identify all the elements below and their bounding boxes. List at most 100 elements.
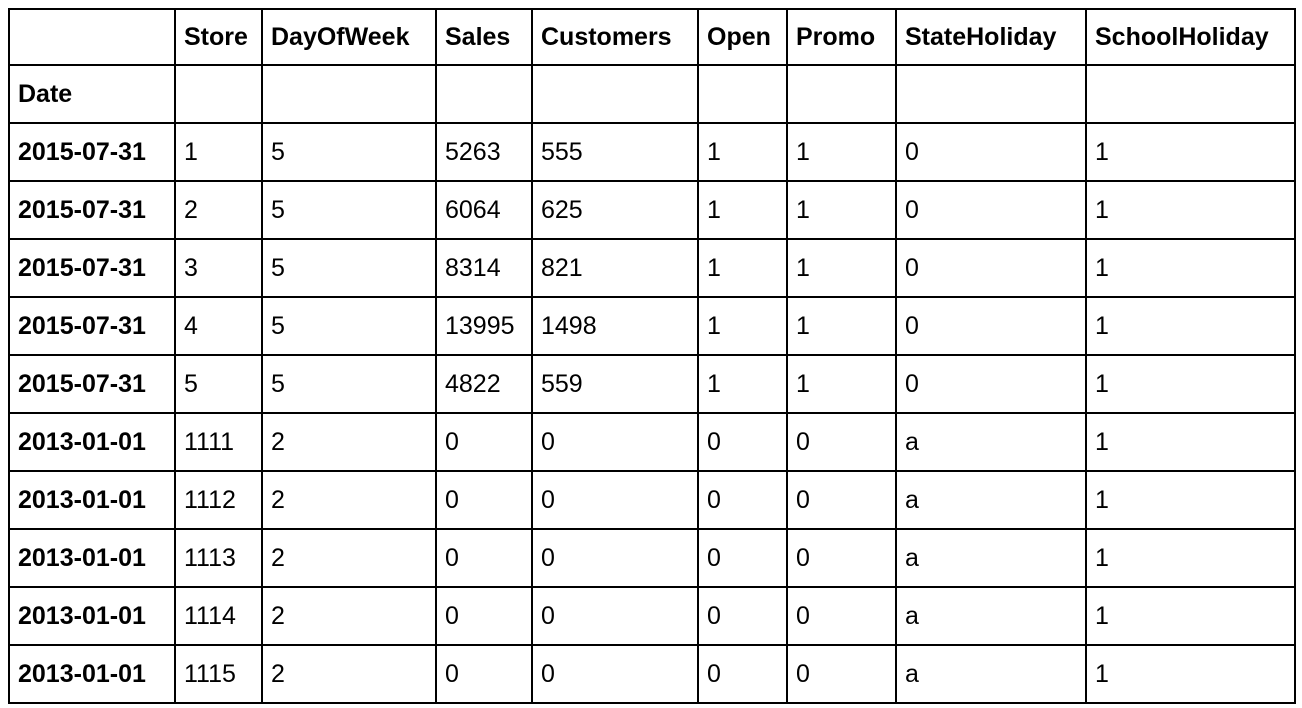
column-header: Store — [174, 8, 263, 66]
table-cell: 5 — [261, 296, 437, 356]
table-cell: 1 — [786, 238, 897, 298]
index-name-row: Date — [8, 64, 1296, 124]
table-cell: 0 — [697, 412, 788, 472]
table-cell: 0 — [895, 122, 1087, 182]
table-cell: 1113 — [174, 528, 263, 588]
table-cell: 0 — [786, 412, 897, 472]
table-cell: 5 — [261, 354, 437, 414]
table-cell: 0 — [895, 238, 1087, 298]
row-index-label: 2015-07-31 — [8, 296, 176, 356]
empty-cell — [895, 64, 1087, 124]
table-cell: a — [895, 470, 1087, 530]
table-cell: 1 — [697, 296, 788, 356]
row-index-label: 2013-01-01 — [8, 586, 176, 646]
table-cell: 0 — [435, 586, 533, 646]
table-cell: 2 — [261, 528, 437, 588]
table-cell: 0 — [697, 470, 788, 530]
row-index-label: 2015-07-31 — [8, 122, 176, 182]
table-cell: 1 — [697, 122, 788, 182]
table-row: 2013-01-01 1113 2 0 0 0 0 a 1 — [8, 528, 1296, 588]
table-cell: 1114 — [174, 586, 263, 646]
table-cell: 1 — [1085, 238, 1296, 298]
table-cell: 555 — [531, 122, 699, 182]
row-index-label: 2015-07-31 — [8, 238, 176, 298]
table-cell: a — [895, 644, 1087, 704]
table-cell: 0 — [697, 586, 788, 646]
table-cell: 0 — [435, 528, 533, 588]
table-body: 2015-07-31 1 5 5263 555 1 1 0 1 2015-07-31 2 5 6064 6… — [8, 122, 1296, 704]
column-header: Sales — [435, 8, 533, 66]
table-cell: 0 — [786, 586, 897, 646]
table-cell: 0 — [786, 528, 897, 588]
table-cell: a — [895, 412, 1087, 472]
table-cell: 1 — [786, 122, 897, 182]
table-cell: 2 — [174, 180, 263, 240]
table-row: 2013-01-01 1114 2 0 0 0 0 a 1 — [8, 586, 1296, 646]
table-cell: 0 — [531, 412, 699, 472]
row-index-label: 2013-01-01 — [8, 470, 176, 530]
dataframe-table: Store DayOfWeek Sales Customers Open Pro… — [8, 8, 1296, 704]
table-cell: 0 — [697, 644, 788, 704]
table-cell: 1498 — [531, 296, 699, 356]
table-cell: 2 — [261, 412, 437, 472]
table-cell: 5263 — [435, 122, 533, 182]
table-cell: 3 — [174, 238, 263, 298]
table-cell: 0 — [895, 180, 1087, 240]
empty-cell — [1085, 64, 1296, 124]
table-cell: 0 — [531, 470, 699, 530]
row-index-label: 2015-07-31 — [8, 354, 176, 414]
table-cell: 1 — [1085, 122, 1296, 182]
table-cell: 1 — [1085, 412, 1296, 472]
table-cell: 0 — [435, 644, 533, 704]
table-cell: 4822 — [435, 354, 533, 414]
table-cell: 0 — [786, 644, 897, 704]
column-header: SchoolHoliday — [1085, 8, 1296, 66]
table-cell: 1 — [786, 354, 897, 414]
table-cell: 625 — [531, 180, 699, 240]
table-cell: 5 — [261, 238, 437, 298]
table-cell: 821 — [531, 238, 699, 298]
table-cell: 1 — [697, 354, 788, 414]
table-cell: 1 — [697, 180, 788, 240]
table-cell: 8314 — [435, 238, 533, 298]
table-cell: 4 — [174, 296, 263, 356]
column-header-row: Store DayOfWeek Sales Customers Open Pro… — [8, 8, 1296, 66]
table-row: 2015-07-31 2 5 6064 625 1 1 0 1 — [8, 180, 1296, 240]
table-cell: 6064 — [435, 180, 533, 240]
table-cell: 1 — [1085, 180, 1296, 240]
table-cell: 5 — [261, 180, 437, 240]
table-row: 2015-07-31 4 5 13995 1498 1 1 0 1 — [8, 296, 1296, 356]
table-row: 2015-07-31 1 5 5263 555 1 1 0 1 — [8, 122, 1296, 182]
table-cell: 5 — [174, 354, 263, 414]
empty-cell — [174, 64, 263, 124]
empty-cell — [786, 64, 897, 124]
row-index-label: 2013-01-01 — [8, 412, 176, 472]
table-cell: 0 — [435, 412, 533, 472]
column-header: Promo — [786, 8, 897, 66]
table-cell: 0 — [786, 470, 897, 530]
table-row: 2015-07-31 5 5 4822 559 1 1 0 1 — [8, 354, 1296, 414]
empty-cell — [697, 64, 788, 124]
table-row: 2013-01-01 1115 2 0 0 0 0 a 1 — [8, 644, 1296, 704]
empty-cell — [261, 64, 437, 124]
table-cell: 1 — [1085, 354, 1296, 414]
column-header: Customers — [531, 8, 699, 66]
table-row: 2013-01-01 1111 2 0 0 0 0 a 1 — [8, 412, 1296, 472]
table-row: 2015-07-31 3 5 8314 821 1 1 0 1 — [8, 238, 1296, 298]
table-cell: 1 — [1085, 644, 1296, 704]
table-cell: 1 — [786, 296, 897, 356]
table-row: 2013-01-01 1112 2 0 0 0 0 a 1 — [8, 470, 1296, 530]
table-cell: a — [895, 528, 1087, 588]
table-cell: 0 — [531, 528, 699, 588]
table-cell: 1 — [1085, 528, 1296, 588]
table-cell: 1111 — [174, 412, 263, 472]
table-cell: 0 — [531, 644, 699, 704]
table-cell: 559 — [531, 354, 699, 414]
table-header: Store DayOfWeek Sales Customers Open Pro… — [8, 8, 1296, 124]
table-cell: 0 — [531, 586, 699, 646]
table-cell: 2 — [261, 470, 437, 530]
table-cell: 1 — [174, 122, 263, 182]
table-cell: 1 — [786, 180, 897, 240]
table-cell: 0 — [697, 528, 788, 588]
